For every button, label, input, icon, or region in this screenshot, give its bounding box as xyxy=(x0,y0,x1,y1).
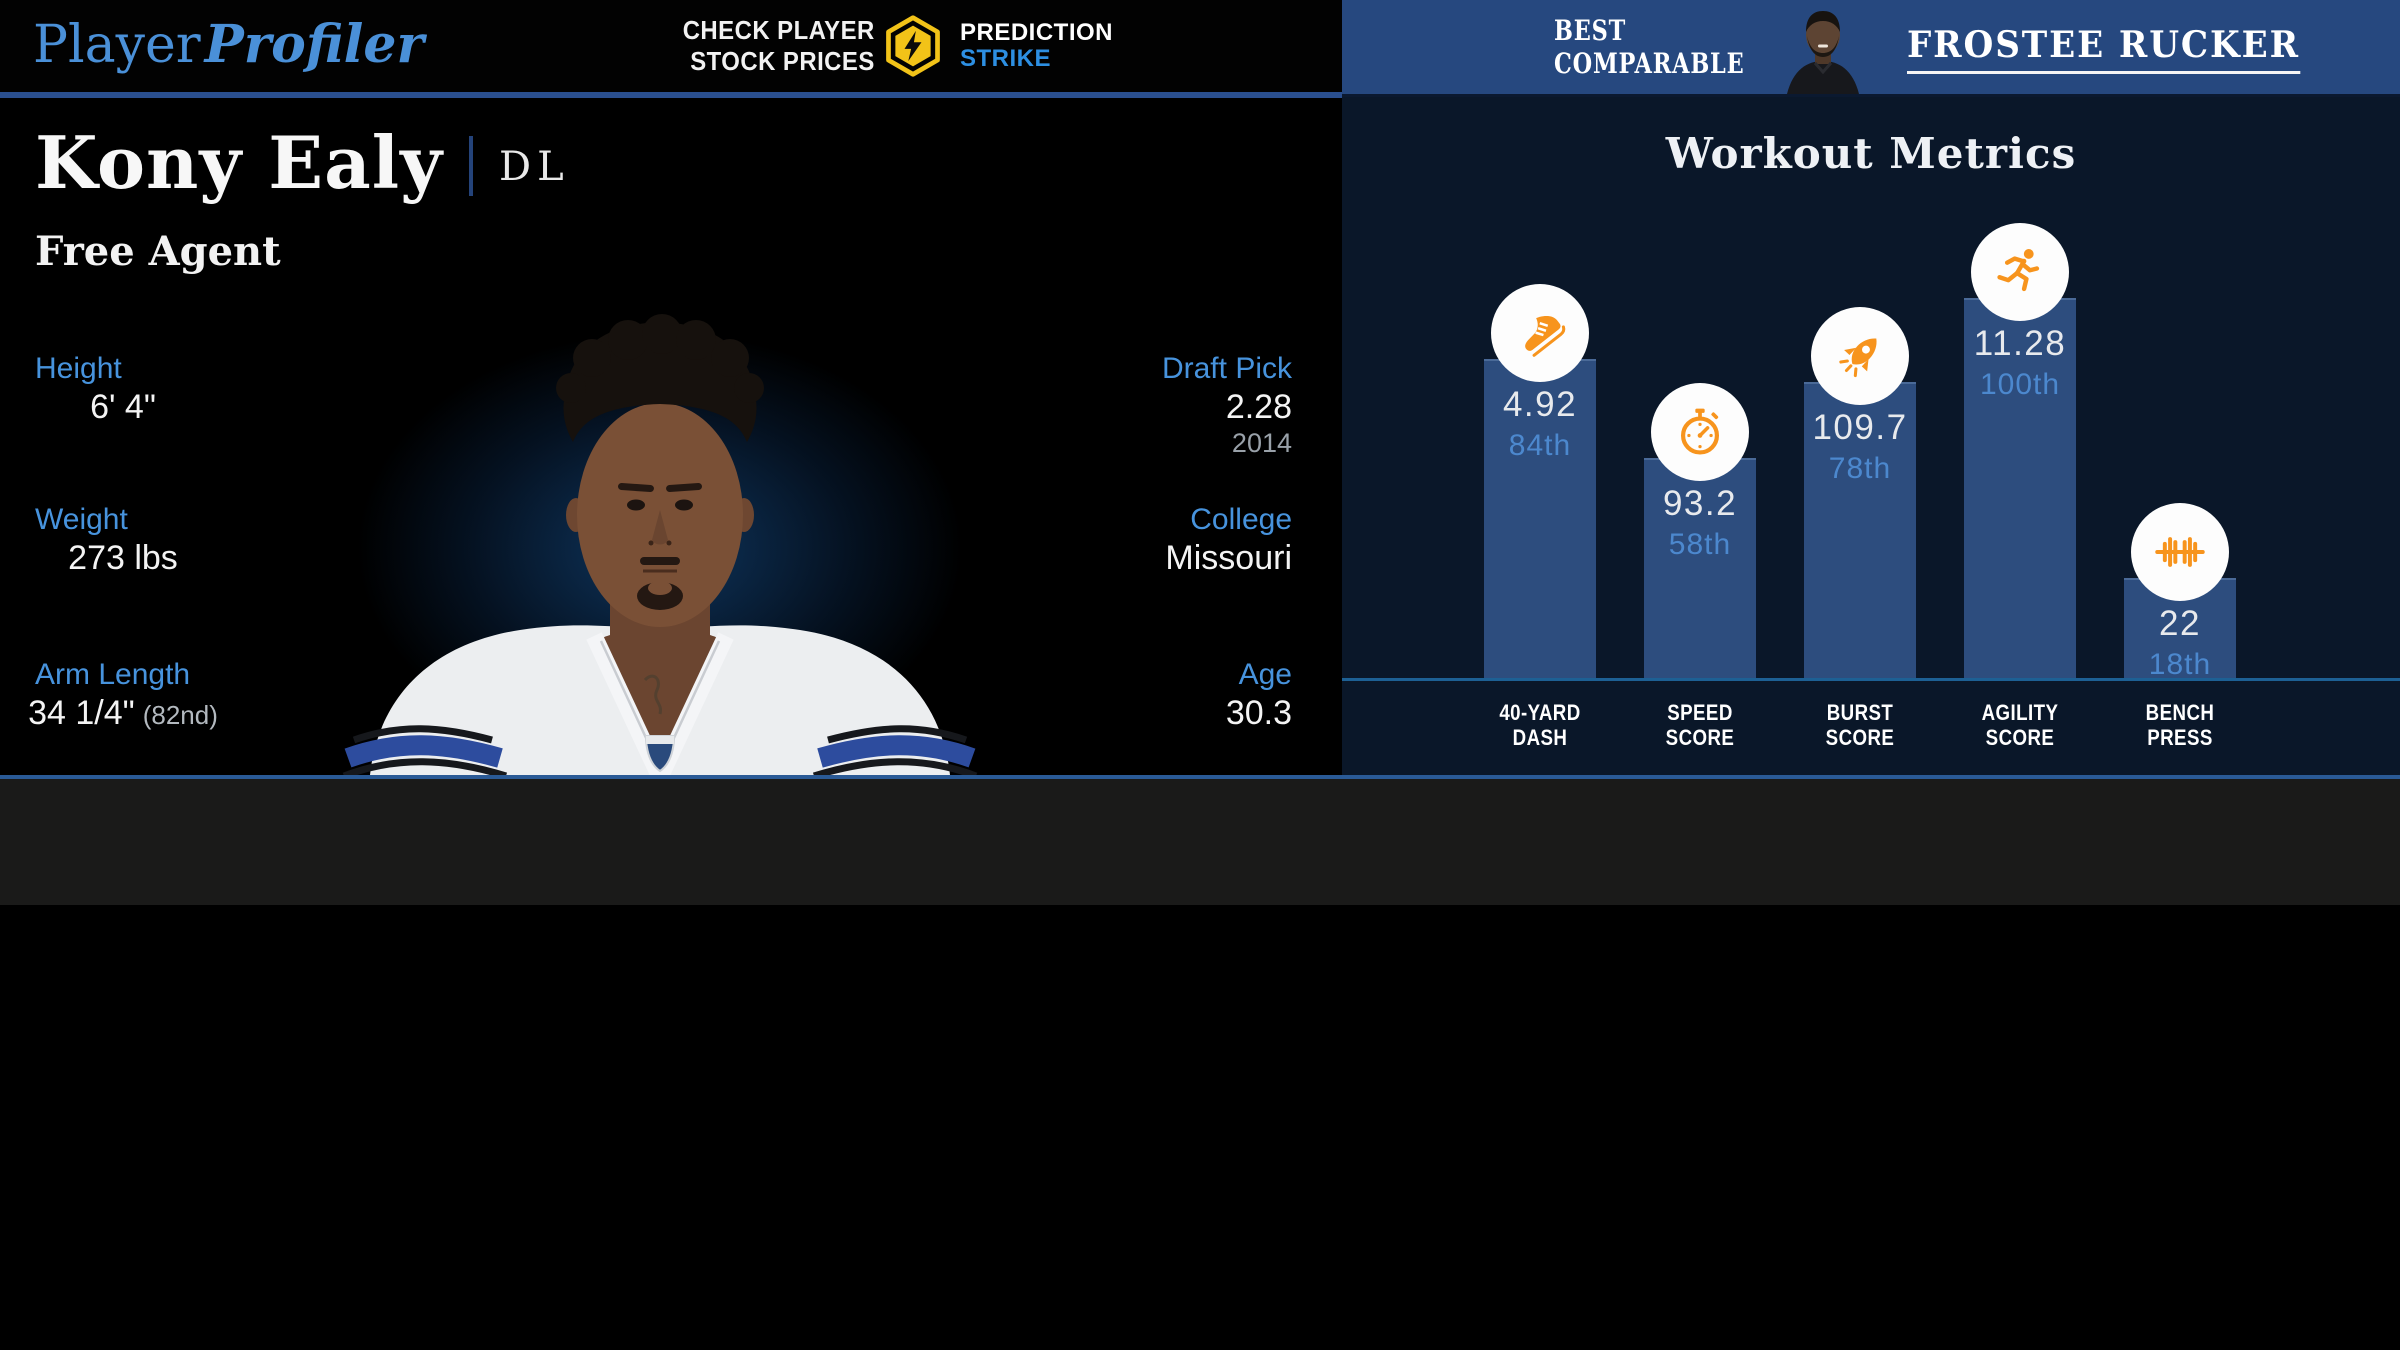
metric-icon-badge xyxy=(1491,284,1589,382)
height-value: 6' 4" xyxy=(90,388,156,426)
metric-label: 40-YARD DASH xyxy=(1499,700,1581,750)
player-position: DL xyxy=(499,143,570,190)
metric-value: 4.92 xyxy=(1502,385,1578,424)
check-stock-line1: CHECK PLAYER xyxy=(682,15,875,45)
metric-icon-badge xyxy=(1651,383,1749,481)
shoe-icon xyxy=(1525,316,1566,357)
metric-percentile: 78th xyxy=(1828,452,1892,485)
comparable-player-avatar xyxy=(1787,11,1859,94)
draft-pick-value: 2.28 xyxy=(1225,388,1292,426)
prediction-label: PREDICTION xyxy=(960,19,1114,46)
draft-year: 2014 xyxy=(1231,428,1292,458)
playerprofiler-logo[interactable]: PlayerProfiler xyxy=(33,14,424,75)
logo-player-text: Player xyxy=(33,15,201,75)
metric-bar xyxy=(1644,458,1756,678)
header-separator-line xyxy=(0,92,1342,98)
player-info-panel: Kony Ealy DL Free Agent Height 6' 4" Wei… xyxy=(0,98,1342,775)
workout-metrics-panel: Workout Metrics 4.92 84th 40-YARD DASH 93.2… xyxy=(1342,97,2400,779)
metric-value: 93.2 xyxy=(1662,484,1738,523)
strike-label: STRIKE xyxy=(960,45,1052,72)
arm-length-label: Arm Length xyxy=(35,658,191,691)
chart-baseline xyxy=(1342,678,2400,681)
rocket-icon xyxy=(1839,338,1877,378)
metric-icon-badge xyxy=(1971,223,2069,321)
metric-label: AGILITY SCORE xyxy=(1981,700,2059,750)
logo-profiler-text: Profiler xyxy=(204,14,424,75)
metric-icon-badge xyxy=(1811,307,1909,405)
lightning-hexagon-icon xyxy=(886,15,940,77)
college-label: College xyxy=(1190,503,1292,536)
weight-label: Weight xyxy=(35,503,128,536)
metric-label: SPEED SCORE xyxy=(1665,700,1735,750)
metric-percentile: 100th xyxy=(1979,368,2061,401)
metric-percentile: 58th xyxy=(1668,528,1732,561)
stopwatch-icon xyxy=(1680,408,1720,455)
age-value: 30.3 xyxy=(1225,694,1292,732)
metric-percentile: 18th xyxy=(2148,648,2212,681)
height-label: Height xyxy=(35,352,122,385)
draft-pick-label: Draft Pick xyxy=(1161,352,1292,385)
chart-title: Workout Metrics xyxy=(1665,129,2077,178)
age-label: Age xyxy=(1238,658,1292,691)
runner-icon xyxy=(1997,249,2040,292)
college-value: Missouri xyxy=(1165,539,1292,577)
check-stock-line2: STOCK PRICES xyxy=(690,46,875,76)
barbell-icon xyxy=(2155,537,2205,567)
metric-bar xyxy=(1804,382,1916,678)
predictionstrike-badge[interactable]: PREDICTION STRIKE xyxy=(880,10,1113,82)
name-position-divider xyxy=(469,135,473,196)
metric-icon-badge xyxy=(2131,503,2229,601)
comparable-player-link[interactable]: FROSTEE RUCKER xyxy=(1907,24,2300,74)
metric-value: 22 xyxy=(2159,604,2201,643)
weight-value: 273 lbs xyxy=(68,539,178,577)
player-photo xyxy=(342,314,978,775)
arm-length-value: 34 1/4" (82nd) xyxy=(28,694,218,732)
best-comparable-header: BEST COMPARABLE FROSTEE RUCKER xyxy=(1342,0,2400,97)
best-comparable-label: BEST COMPARABLE xyxy=(1554,14,1745,80)
metric-percentile: 84th xyxy=(1508,429,1572,462)
metric-value: 109.7 xyxy=(1812,408,1908,447)
top-bar: PlayerProfiler CHECK PLAYER STOCK PRICES… xyxy=(0,0,1342,92)
panel-bottom-border xyxy=(0,775,2400,779)
metric-label: BURST SCORE xyxy=(1825,700,1895,750)
team-status: Free Agent xyxy=(35,228,281,275)
check-stock-prices-link[interactable]: CHECK PLAYER STOCK PRICES xyxy=(683,15,875,77)
metric-bar xyxy=(1964,298,2076,678)
arm-length-percentile: (82nd) xyxy=(142,700,218,730)
footer-strip xyxy=(0,779,2400,905)
metric-value: 11.28 xyxy=(1973,324,2067,363)
metric-label: BENCH PRESS xyxy=(2145,700,2215,750)
player-name: Kony Ealy xyxy=(35,120,443,205)
